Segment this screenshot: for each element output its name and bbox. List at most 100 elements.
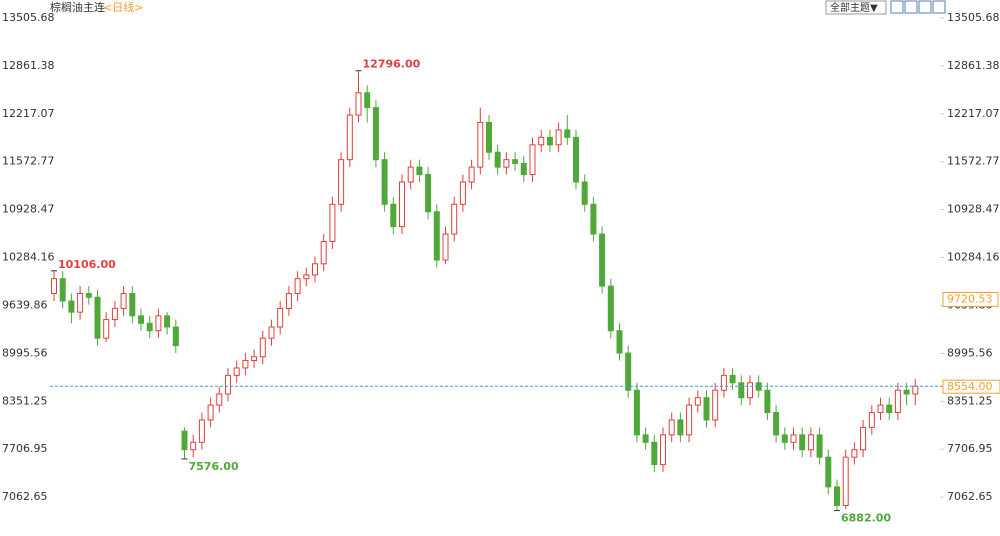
y-tick-label: 8995.56 bbox=[2, 346, 48, 359]
candle-body bbox=[111, 307, 118, 321]
y-tick-label: 10928.47 bbox=[2, 203, 55, 216]
candle-body bbox=[642, 434, 649, 443]
annotation-label: 10106.00 bbox=[58, 258, 116, 271]
candle-body bbox=[399, 181, 405, 228]
candle-body bbox=[868, 412, 875, 428]
candle-body bbox=[277, 307, 284, 328]
cursor-price-label: 9720.53 bbox=[947, 292, 993, 305]
candle-body bbox=[747, 382, 753, 399]
candle-body bbox=[529, 144, 536, 176]
candle-body bbox=[860, 426, 867, 451]
chart-subtitle[interactable]: <日线> bbox=[103, 0, 143, 14]
candle-body bbox=[607, 285, 614, 332]
candle-body bbox=[555, 129, 562, 146]
candle-body bbox=[851, 449, 858, 458]
candle-body bbox=[172, 326, 179, 347]
candle-body bbox=[346, 114, 353, 161]
candle-body bbox=[138, 315, 144, 324]
candle-body bbox=[433, 211, 440, 261]
candle-body bbox=[155, 315, 162, 332]
candle-body bbox=[320, 240, 327, 265]
y-tick-label: 12217.07 bbox=[2, 107, 55, 120]
cursor-price-box bbox=[942, 291, 999, 307]
candle-body bbox=[268, 326, 275, 339]
candle-body bbox=[512, 159, 519, 164]
candle-body bbox=[712, 389, 719, 421]
candle-body bbox=[442, 233, 449, 261]
candle-body bbox=[738, 382, 745, 399]
last-price-label: 8554.00 bbox=[947, 380, 993, 393]
y-tick-label: 12861.38 bbox=[2, 59, 55, 72]
candle-body bbox=[494, 151, 501, 168]
candle-body bbox=[225, 374, 231, 395]
y-tick-label: 11572.77 bbox=[2, 155, 55, 168]
candle-body bbox=[59, 278, 66, 302]
candle-body bbox=[251, 356, 258, 361]
candle-body bbox=[285, 293, 292, 309]
y-tick-label: 10284.16 bbox=[2, 251, 55, 264]
candle-body bbox=[694, 397, 701, 406]
y2-tick-label: 12217.07 bbox=[947, 107, 1000, 120]
y-tick-label: 8351.25 bbox=[2, 394, 48, 407]
candle-body bbox=[233, 367, 240, 376]
candle-body bbox=[190, 441, 197, 451]
candle-body bbox=[407, 166, 414, 183]
candle-body bbox=[129, 293, 136, 317]
candle-body bbox=[799, 434, 806, 451]
candle-body bbox=[364, 92, 371, 109]
candle-body bbox=[807, 434, 814, 451]
theme-button-box[interactable] bbox=[825, 0, 887, 15]
y2-tick-label: 11572.77 bbox=[947, 155, 1000, 168]
candle-body bbox=[686, 404, 693, 436]
tool-button[interactable] bbox=[918, 0, 932, 14]
candle-body bbox=[381, 159, 388, 205]
candle-body bbox=[660, 434, 666, 466]
candle-body bbox=[451, 203, 458, 235]
candle-body bbox=[651, 441, 658, 466]
candle-body bbox=[312, 263, 318, 276]
candle-body bbox=[338, 159, 345, 205]
candle-body bbox=[68, 300, 75, 313]
candle-body bbox=[477, 121, 484, 168]
y2-tick-label: 13505.68 bbox=[947, 11, 1000, 24]
candle-body bbox=[103, 319, 110, 339]
candle-body bbox=[85, 293, 92, 298]
candle-body bbox=[416, 166, 423, 176]
candle-body bbox=[51, 278, 57, 295]
candle-body bbox=[538, 136, 545, 146]
candle-body bbox=[303, 274, 310, 280]
tool-button[interactable] bbox=[904, 0, 918, 14]
candle-body bbox=[164, 315, 171, 328]
candle-body bbox=[486, 121, 492, 153]
candle-body bbox=[677, 419, 684, 436]
y2-tick-label: 7706.95 bbox=[947, 442, 993, 455]
candle-body bbox=[425, 174, 432, 213]
candle-body bbox=[207, 404, 214, 421]
y-tick-label: 7706.95 bbox=[2, 442, 48, 455]
candle-body bbox=[877, 404, 884, 414]
y-tick-label: 9639.86 bbox=[2, 298, 48, 311]
candle-body bbox=[146, 322, 153, 332]
candle-body bbox=[773, 412, 780, 436]
candle-body bbox=[459, 181, 466, 205]
candle-body bbox=[573, 136, 579, 183]
candle-body bbox=[825, 456, 832, 488]
candle-body bbox=[181, 430, 188, 451]
candle-body bbox=[625, 352, 632, 391]
tool-button[interactable] bbox=[932, 0, 946, 14]
candle-body bbox=[886, 404, 893, 414]
y2-tick-label: 8995.56 bbox=[947, 346, 993, 359]
candle-body bbox=[120, 293, 127, 309]
candle-body bbox=[781, 434, 788, 443]
candle-body bbox=[816, 434, 823, 458]
theme-button[interactable]: 全部主题▼ bbox=[830, 1, 878, 14]
candle-body bbox=[259, 337, 266, 358]
candle-body bbox=[720, 374, 727, 391]
tool-button[interactable] bbox=[890, 0, 904, 14]
toolbar bbox=[890, 0, 946, 14]
candle-body bbox=[581, 181, 588, 205]
candle-body bbox=[94, 296, 101, 339]
candle-body bbox=[216, 393, 223, 406]
candle-body bbox=[242, 359, 249, 369]
